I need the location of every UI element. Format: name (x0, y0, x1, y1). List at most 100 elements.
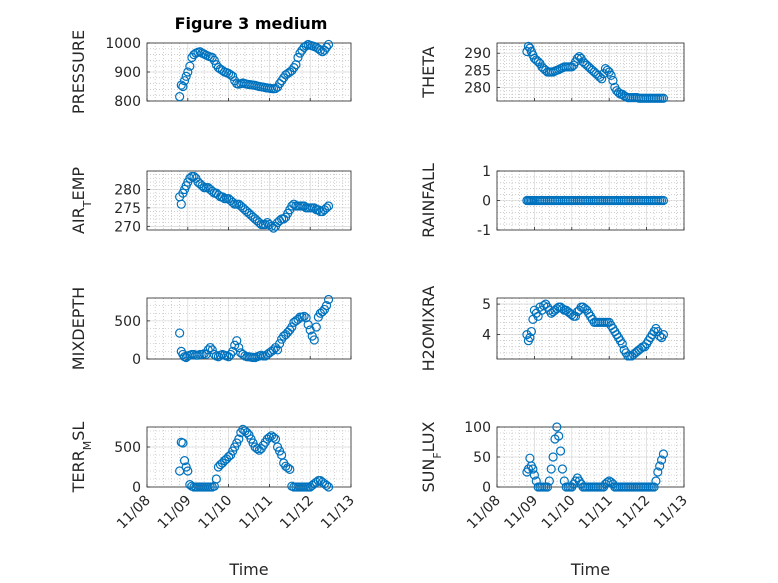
y-tick-label: 4 (482, 328, 491, 344)
data-point (323, 294, 334, 305)
y-tick-label: -1 (477, 223, 491, 239)
axis-box (496, 42, 685, 102)
data-point (301, 313, 311, 323)
data-point (303, 320, 313, 330)
data-point (321, 480, 332, 490)
x-tick-label: 11/12 (277, 493, 317, 533)
data-point (205, 342, 215, 353)
data-point (293, 52, 303, 63)
y-tick-label: 270 (114, 219, 141, 235)
data-point (299, 311, 309, 321)
data-point (323, 39, 334, 50)
y-axis-label: RAINFALL (419, 163, 438, 238)
data-point (651, 476, 661, 486)
data-point (217, 192, 228, 202)
y-tick-label: 1 (482, 164, 491, 180)
axis-box (146, 426, 352, 488)
x-tick-label: 11/11 (236, 493, 276, 533)
x-axis-label: Time (570, 560, 610, 579)
data-point (546, 464, 556, 474)
data-point (175, 328, 185, 338)
data-point (197, 181, 207, 191)
y-tick-label: 0 (132, 480, 141, 496)
x-axis-label: Time (228, 560, 268, 579)
data-point (608, 75, 618, 86)
data-point (181, 462, 191, 472)
y-tick-label: 0 (482, 480, 491, 496)
y-tick-label: 285 (464, 63, 491, 79)
data-point (242, 428, 252, 438)
y-tick-label: 800 (114, 94, 141, 110)
data-point (321, 203, 332, 213)
y-tick-label: 500 (114, 314, 141, 330)
data-point (183, 466, 193, 476)
x-tick-label: 11/10 (196, 493, 236, 533)
axis-box (496, 297, 685, 360)
data-point (526, 326, 537, 337)
data-point (185, 61, 195, 71)
data-point (323, 482, 334, 492)
data-point (176, 199, 186, 209)
data-point (178, 349, 188, 360)
chart-panel-h2omixra: 4 5 H2OMIXRA (419, 286, 685, 372)
data-point (207, 52, 217, 63)
y-tick-label: 1000 (105, 36, 141, 52)
y-axis-label: H2OMIXRA (419, 286, 438, 372)
data-point (283, 463, 293, 473)
data-point (289, 63, 299, 73)
data-point (649, 482, 659, 492)
x-tick-label: 11/08 (114, 493, 154, 533)
data-point (185, 173, 195, 183)
figure-title: Figure 3 medium (175, 14, 328, 33)
data-point (183, 67, 193, 77)
y-tick-label: 50 (473, 450, 491, 466)
x-tick-label: 11/13 (318, 493, 358, 533)
data-point (552, 422, 562, 432)
data-point (311, 322, 321, 332)
chart-panel-pressure: 800 900 1000 PRESSURE (69, 30, 352, 114)
y-tick-label: 0 (482, 194, 491, 210)
data-point (179, 456, 190, 466)
data-point (653, 467, 663, 477)
data-point (268, 432, 279, 442)
data-point (658, 195, 669, 206)
data-point (234, 434, 244, 444)
x-tick-label: 11/11 (576, 493, 616, 533)
y-tick-label: 900 (114, 65, 141, 81)
data-point (542, 482, 553, 492)
data-point (309, 335, 319, 345)
data-point (181, 71, 191, 81)
chart-panel-air-temp: 270 275 280 AIRTEMP (69, 167, 352, 235)
data-point (529, 470, 540, 480)
y-tick-label: 5 (482, 297, 491, 313)
data-point (606, 70, 616, 81)
y-tick-label: 0 (132, 352, 141, 368)
y-tick-label: 290 (464, 46, 491, 62)
data-point (656, 455, 667, 465)
x-tick-label: 11/09 (155, 493, 195, 533)
data-point (321, 42, 332, 52)
data-point (179, 76, 190, 86)
data-point (658, 449, 669, 459)
data-point (554, 431, 564, 441)
y-axis-label: MIXDEPTH (69, 287, 88, 370)
data-point (285, 464, 295, 474)
data-point (523, 41, 534, 52)
data-point (321, 301, 332, 311)
x-tick-label: 11/10 (539, 493, 579, 533)
data-point (272, 345, 283, 355)
data-point (209, 55, 219, 66)
data-point (260, 219, 270, 230)
data-point (178, 438, 188, 448)
chart-panel-terr-msl: 0 500 11/08 11/09 11/10 11/11 11/12 11/13 Time TE… (69, 422, 358, 579)
data-point (228, 71, 238, 81)
x-tick-label: 11/09 (501, 493, 541, 533)
data-point (544, 476, 554, 486)
data-point (232, 336, 242, 346)
y-axis-label: PRESSURE (69, 30, 88, 114)
data-point (658, 93, 669, 103)
data-point (178, 81, 188, 92)
data-point (264, 432, 274, 442)
